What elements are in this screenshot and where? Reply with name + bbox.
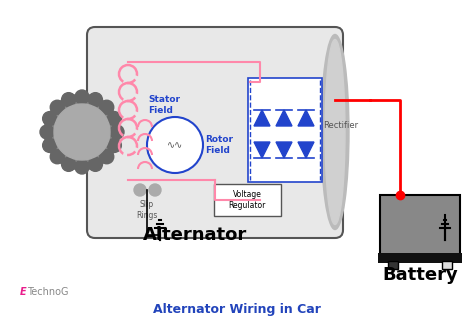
FancyBboxPatch shape (388, 261, 398, 269)
Circle shape (88, 157, 102, 171)
Circle shape (107, 112, 121, 126)
Polygon shape (254, 110, 270, 126)
Circle shape (147, 117, 203, 173)
Text: TechnoG: TechnoG (27, 287, 69, 297)
Circle shape (43, 112, 57, 126)
Polygon shape (254, 142, 270, 158)
FancyBboxPatch shape (214, 184, 281, 216)
Circle shape (110, 125, 124, 139)
Circle shape (75, 160, 89, 174)
Text: Stator
Field: Stator Field (148, 95, 180, 115)
Circle shape (54, 104, 110, 160)
Circle shape (43, 138, 57, 152)
Circle shape (40, 125, 54, 139)
Text: Rotor
Field: Rotor Field (205, 135, 233, 155)
FancyBboxPatch shape (248, 78, 322, 182)
Text: Slip
Rings: Slip Rings (137, 200, 158, 220)
FancyBboxPatch shape (442, 261, 452, 269)
Circle shape (100, 100, 114, 114)
Circle shape (75, 90, 89, 104)
Text: Battery: Battery (382, 266, 458, 284)
Polygon shape (276, 142, 292, 158)
Circle shape (62, 93, 76, 107)
Ellipse shape (321, 35, 349, 230)
Circle shape (62, 157, 76, 171)
Circle shape (134, 184, 146, 196)
Circle shape (149, 184, 161, 196)
Ellipse shape (325, 39, 345, 224)
Text: Rectifier: Rectifier (323, 120, 358, 130)
Text: E: E (20, 287, 27, 297)
Text: Alternator Wiring in Car: Alternator Wiring in Car (153, 304, 321, 317)
Polygon shape (298, 142, 314, 158)
Circle shape (44, 94, 120, 170)
Polygon shape (298, 110, 314, 126)
Circle shape (88, 93, 102, 107)
Circle shape (50, 150, 64, 164)
FancyBboxPatch shape (378, 253, 462, 263)
Circle shape (107, 138, 121, 152)
FancyBboxPatch shape (380, 195, 460, 255)
Text: ∿∿: ∿∿ (167, 140, 183, 150)
FancyBboxPatch shape (87, 27, 343, 238)
Circle shape (100, 150, 114, 164)
Circle shape (50, 100, 64, 114)
Text: Alternator: Alternator (143, 226, 247, 244)
Polygon shape (276, 110, 292, 126)
Text: Voltage
Regulator: Voltage Regulator (228, 190, 266, 210)
